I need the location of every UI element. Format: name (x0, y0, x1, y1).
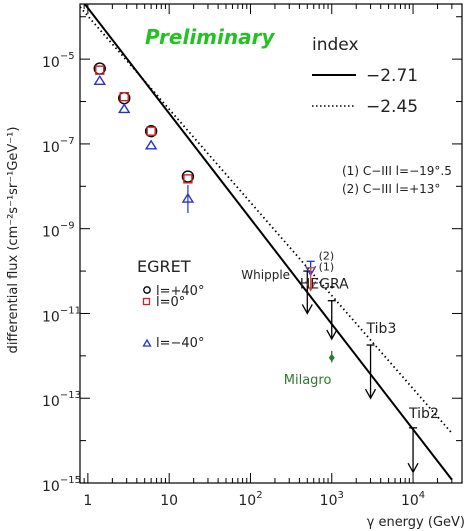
egret-legend-circle-marker (143, 286, 151, 294)
egret-circle-point (181, 170, 195, 183)
egret-legend-square-label: l=0° (156, 295, 185, 310)
whipple-arrowhead (301, 304, 313, 315)
y-tick-labels: 10−5 10−7 10−9 10−11 10−13 10−15 (42, 51, 81, 495)
x-tick-labels: 1 10 102 103 104 (83, 490, 425, 509)
y-tick-label: 10−15 (42, 475, 81, 495)
egret-square-point (183, 174, 193, 184)
label-tib3: Tib3 (366, 321, 397, 337)
y-tick-label: 10−9 (42, 221, 75, 241)
egret-legend-title: EGRET (137, 257, 191, 276)
fit-lines (80, 4, 453, 481)
x-tick-label: 10 (160, 493, 178, 509)
egret-legend-triangle-marker (142, 338, 152, 347)
label-cIII-2: (2) (319, 249, 335, 262)
tib3-arrowhead (364, 388, 377, 400)
cIII-1-arrowhead (305, 281, 317, 292)
egret-triangle-point (93, 74, 107, 86)
egret-square-point (146, 126, 156, 136)
upper-limits: Whipple (2)(1) HEGRA Tib3 Tib2 Milagro (241, 249, 439, 474)
x-tick-label: 104 (401, 490, 425, 509)
egret-legend-square-marker (142, 297, 151, 306)
y-tick-label: 10−7 (42, 136, 75, 156)
milagro-point (328, 353, 335, 362)
x-tick-label: 102 (238, 490, 262, 509)
fit-line-solid (83, 4, 453, 481)
egret-legend-triangle-label: l=−40° (156, 336, 204, 351)
watermark-preliminary: Preliminary (145, 25, 275, 49)
tib2-arrowhead (407, 462, 419, 474)
plot-frame (79, 3, 463, 484)
egret-square-point (119, 92, 129, 102)
egret-square-point (95, 65, 105, 75)
label-whipple: Whipple (241, 268, 290, 282)
egret-legend: EGRET l=+40° l=0° l=−40° (137, 257, 204, 351)
y-tick-label: 10−5 (42, 51, 75, 71)
egret-triangle-point (181, 192, 195, 203)
egret-legend-circle-label: l=+40° (156, 284, 204, 299)
note-2: (2) C−III l=+13° (342, 182, 440, 196)
egret-triangle-point (117, 103, 131, 114)
axis-ticks (79, 4, 463, 484)
egret-points (93, 62, 195, 214)
y-tick-label: 10−13 (42, 390, 81, 410)
y-tick-label: 10−11 (42, 305, 81, 325)
x-tick-label: 103 (320, 490, 344, 509)
fit-legend-dotted-label: −2.45 (366, 97, 418, 117)
fit-legend: index −2.71 −2.45 (312, 35, 418, 117)
y-axis-title: differential flux (cm⁻²s⁻¹sr⁻¹GeV⁻¹) (6, 127, 21, 354)
fit-legend-solid-label: −2.71 (366, 66, 418, 86)
x-axis-title: γ energy (GeV) (367, 515, 465, 530)
note-1: (1) C−III l=−19°.5 (342, 164, 452, 178)
label-hegra: HEGRA (300, 277, 349, 293)
hegra-arrowhead (326, 329, 338, 341)
x-tick-label: 1 (83, 493, 92, 509)
fit-legend-title: index (312, 35, 359, 55)
egret-triangle-point (144, 139, 158, 150)
milagro-label: Milagro (284, 373, 332, 388)
egret-circle-point (144, 124, 158, 138)
label-cIII-1: (1) (319, 261, 335, 274)
label-tib2: Tib2 (408, 406, 439, 422)
